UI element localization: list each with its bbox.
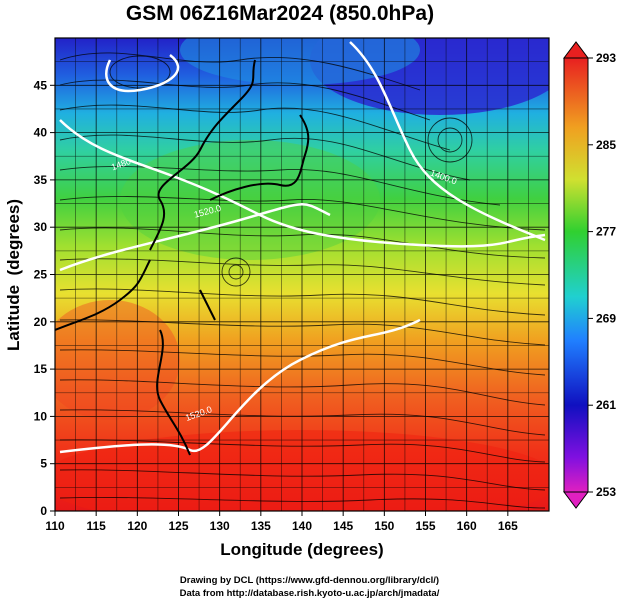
colorbar-min-arrow xyxy=(563,491,589,509)
y-tick-label: 25 xyxy=(34,268,48,282)
y-tick-label: 15 xyxy=(34,362,48,376)
colorbar-tick-label: 269 xyxy=(596,311,616,325)
colorbar-tick-label: 253 xyxy=(596,485,616,499)
y-tick-label: 40 xyxy=(34,126,48,140)
x-tick-label: 140 xyxy=(292,519,312,533)
x-tick-label: 155 xyxy=(415,519,435,533)
y-tick-label: 45 xyxy=(34,78,48,92)
x-axis: 110 115 120 125 130 135 140 145 150 155 160 165 xyxy=(45,511,518,533)
map-title: GSM 06Z16Mar2024 (850.0hPa) xyxy=(125,2,435,25)
x-tick-label: 125 xyxy=(168,519,188,533)
credit-data: Data from http://database.rish.kyoto-u.a… xyxy=(179,588,440,599)
y-tick-label: 5 xyxy=(40,457,47,471)
x-tick-label: 160 xyxy=(457,519,477,533)
colorbar-tick-label: 277 xyxy=(596,225,616,239)
colorbar-tick-label: 285 xyxy=(596,138,616,152)
y-tick-label: 30 xyxy=(34,220,48,234)
x-tick-label: 165 xyxy=(498,519,518,533)
x-tick-label: 110 xyxy=(45,519,65,533)
credit-drawing: Drawing by DCL (https://www.gfd-dennou.o… xyxy=(179,575,440,586)
y-tick-label: 0 xyxy=(40,504,47,518)
y-axis-label: Latitude (degrees) xyxy=(4,199,23,351)
x-tick-label: 115 xyxy=(86,519,106,533)
x-axis-label: Longitude (degrees) xyxy=(220,540,383,559)
x-tick-label: 130 xyxy=(210,519,230,533)
colorbar-max-arrow xyxy=(563,41,589,59)
colorbar: 253 261 269 277 285 293 xyxy=(563,41,616,509)
colorbar-scale xyxy=(563,57,589,493)
x-tick-label: 150 xyxy=(374,519,394,533)
grid xyxy=(55,38,549,511)
colorbar-tick-label: 293 xyxy=(596,51,616,65)
height-contours xyxy=(59,41,546,454)
x-tick-label: 145 xyxy=(333,519,353,533)
streamlines xyxy=(59,52,546,509)
y-axis: 0 5 10 15 20 25 30 35 40 45 xyxy=(34,78,55,518)
colorbar-tick-label: 261 xyxy=(596,398,616,412)
x-tick-label: 135 xyxy=(251,519,271,533)
y-tick-label: 20 xyxy=(34,315,48,329)
x-tick-label: 120 xyxy=(127,519,147,533)
coastlines xyxy=(55,59,310,456)
y-tick-label: 35 xyxy=(34,173,48,187)
y-tick-label: 10 xyxy=(34,409,48,423)
